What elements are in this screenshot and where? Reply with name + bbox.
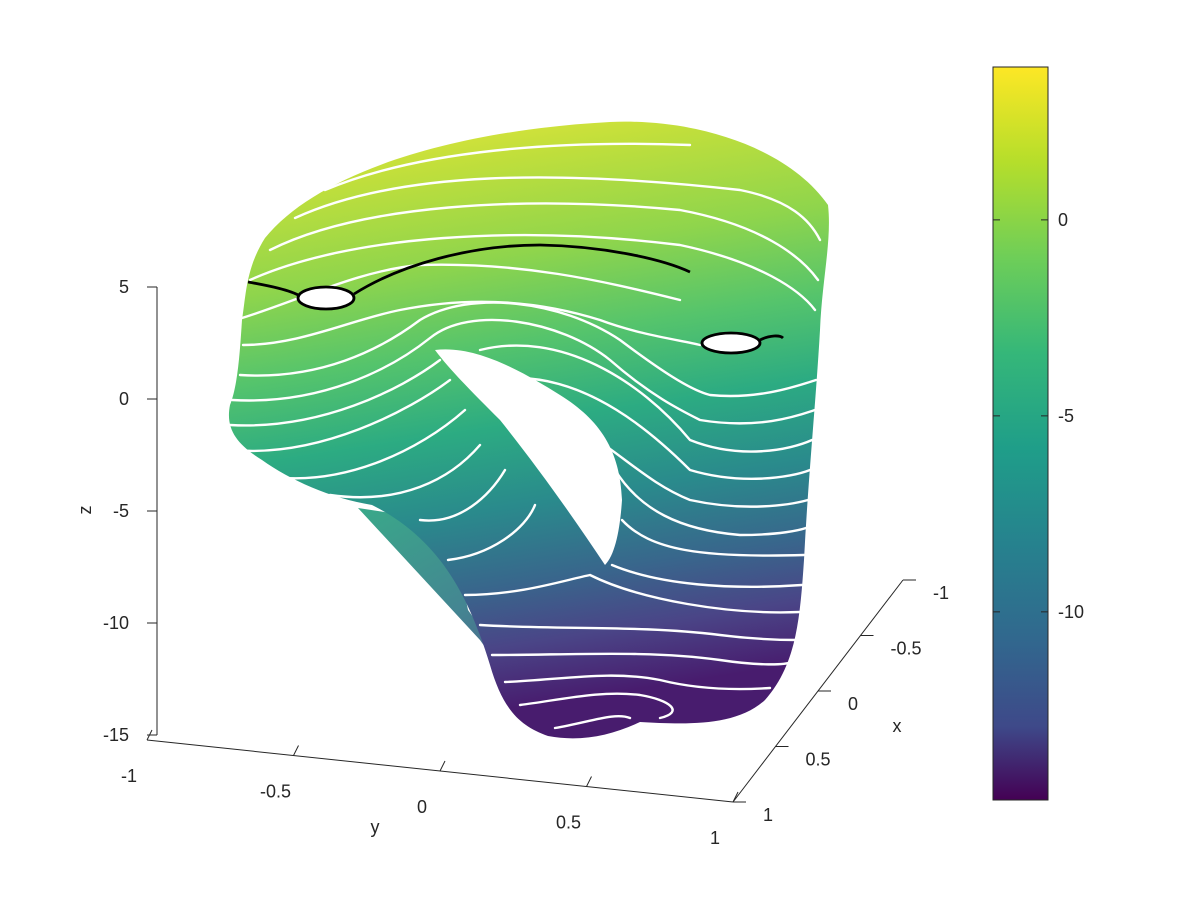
y-ticks: -1 -0.5 0 0.5 1 [121,729,739,848]
contour-lines [228,142,822,730]
y-tick-mark [146,729,153,741]
x-tick-label: 1 [763,805,773,825]
y-tick-mark [586,776,592,787]
y-axis-label: y [371,817,380,837]
surface-body [228,121,829,739]
y-tick-mark [732,791,739,803]
y-tick-label: -1 [121,766,137,786]
z-tick-label: -10 [103,613,129,633]
x-tick-label: 0.5 [806,750,831,770]
x-tick-label: -0.5 [891,639,922,659]
surface-fold [358,508,610,738]
surface [228,121,829,739]
y-tick-label: 1 [710,828,720,848]
x-tick-label: 0 [848,694,858,714]
z-axis-label: z [75,506,95,515]
z-tick-label: 0 [119,389,129,409]
colorbar-tick-label: 0 [1058,210,1068,230]
x-tick-label: -1 [933,583,949,603]
y-tick-label: 0.5 [556,813,581,833]
y-tick-mark [439,760,446,772]
colorbar-ticks: 0 -5 -10 [993,210,1084,622]
colorbar-tick-label: -10 [1058,602,1084,622]
x-axis-label: x [893,716,902,736]
z-ticks: 5 0 -5 -10 -15 [103,277,157,745]
colorbar-gradient [992,66,1049,801]
colorbar-tick-label: -5 [1058,406,1074,426]
y-tick-mark [293,745,299,756]
y-tick-label: -0.5 [260,782,291,802]
z-tick-label: -5 [113,501,129,521]
highlight-contour [247,243,784,355]
x-ticks: -1 -0.5 0 0.5 1 [733,579,949,825]
colorbar: 0 -5 -10 [992,66,1084,801]
z-tick-label: 5 [119,277,129,297]
y-tick-label: 0 [417,797,427,817]
z-tick-label: -15 [103,725,129,745]
